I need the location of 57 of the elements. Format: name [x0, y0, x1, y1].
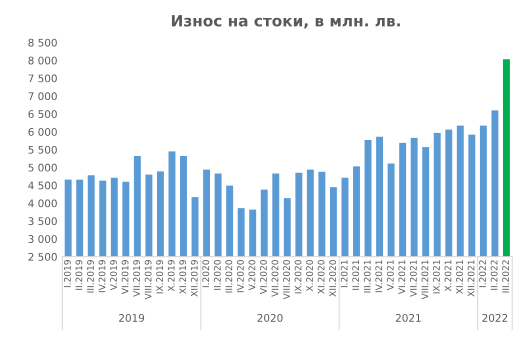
y-tick-label: 4 500: [28, 182, 57, 190]
x-tick-label: IV.2020: [236, 260, 244, 292]
x-tick-label: X.2021: [444, 260, 452, 292]
x-tick-label: IV.2019: [98, 260, 106, 292]
x-tick-label: VII.2019: [133, 260, 140, 297]
y-tick-label: 7 000: [28, 92, 57, 100]
x-tick-label: I.2019: [64, 260, 71, 288]
x-tick-label: X.2019: [168, 260, 175, 292]
x-tick-label: VI.2021: [398, 260, 406, 294]
y-tick-label: 8 000: [28, 56, 57, 64]
y-tick-label: 7 500: [28, 74, 57, 82]
x-tick-label: VIII.2020: [283, 260, 290, 300]
x-tick-label: VIII.2019: [144, 260, 152, 300]
text: 2020: [258, 314, 283, 322]
x-tick-label: XI.2020: [318, 260, 325, 294]
x-tick-label: XI.2021: [456, 260, 463, 294]
x-tick-label: X.2020: [306, 260, 313, 292]
x-tick-label: V.2020: [248, 260, 256, 290]
x-tick-label: XII.2020: [329, 260, 336, 297]
y-tick-label: 6 500: [28, 110, 57, 118]
x-tick-label: IX.2021: [433, 260, 440, 294]
y-tick-label: 5 000: [28, 164, 57, 172]
x-tick-label: I.2021: [340, 260, 348, 288]
x-tick-label: II.2020: [214, 260, 221, 290]
x-tick-label: XII.2019: [190, 260, 198, 297]
x-tick-label: III.2019: [87, 260, 94, 292]
x-tick-label: V.2021: [386, 260, 394, 290]
x-tick-label: VII.2021: [410, 260, 417, 297]
y-tick-label: 3 500: [28, 217, 57, 226]
y-tick-label: 3 000: [28, 235, 57, 243]
x-tick-label: II.2021: [352, 260, 360, 290]
x-tick-label: IX.2019: [156, 260, 164, 294]
x-tick-label: XII.2021: [468, 260, 474, 297]
x-tick-label: IX.2020: [294, 260, 302, 294]
x-tick-label: II.2019: [75, 260, 82, 290]
x-tick-label: I.2022: [479, 260, 486, 288]
x-tick-label: XI.2019: [179, 260, 186, 294]
text: 2019: [119, 314, 144, 322]
x-tick-label: III.2022: [502, 260, 510, 292]
chart-title: Износ на стоки, в млн. лв.: [172, 15, 400, 28]
y-tick-label: 8 500: [28, 38, 57, 47]
y-tick-label: 4 000: [28, 199, 57, 208]
x-tick-label: VI.2020: [260, 260, 267, 294]
x-tick-label: IV.2021: [375, 260, 382, 292]
x-tick-label: III.2021: [364, 260, 371, 292]
x-tick-label: VI.2019: [122, 260, 128, 294]
x-tick-label: III.2020: [225, 260, 232, 292]
y-tick-label: 2 500: [28, 252, 57, 261]
y-tick-label: 5 500: [28, 146, 57, 154]
text: 2022: [482, 314, 508, 322]
x-tick-label: II.2022: [490, 260, 498, 290]
x-tick-label: VIII.2021: [421, 260, 428, 300]
text: 2021: [396, 314, 421, 322]
x-tick-label: I.2020: [202, 260, 210, 288]
y-tick-label: 6 000: [28, 128, 57, 136]
x-tick-label: VII.2020: [272, 260, 278, 297]
x-tick-label: V.2019: [110, 260, 117, 290]
